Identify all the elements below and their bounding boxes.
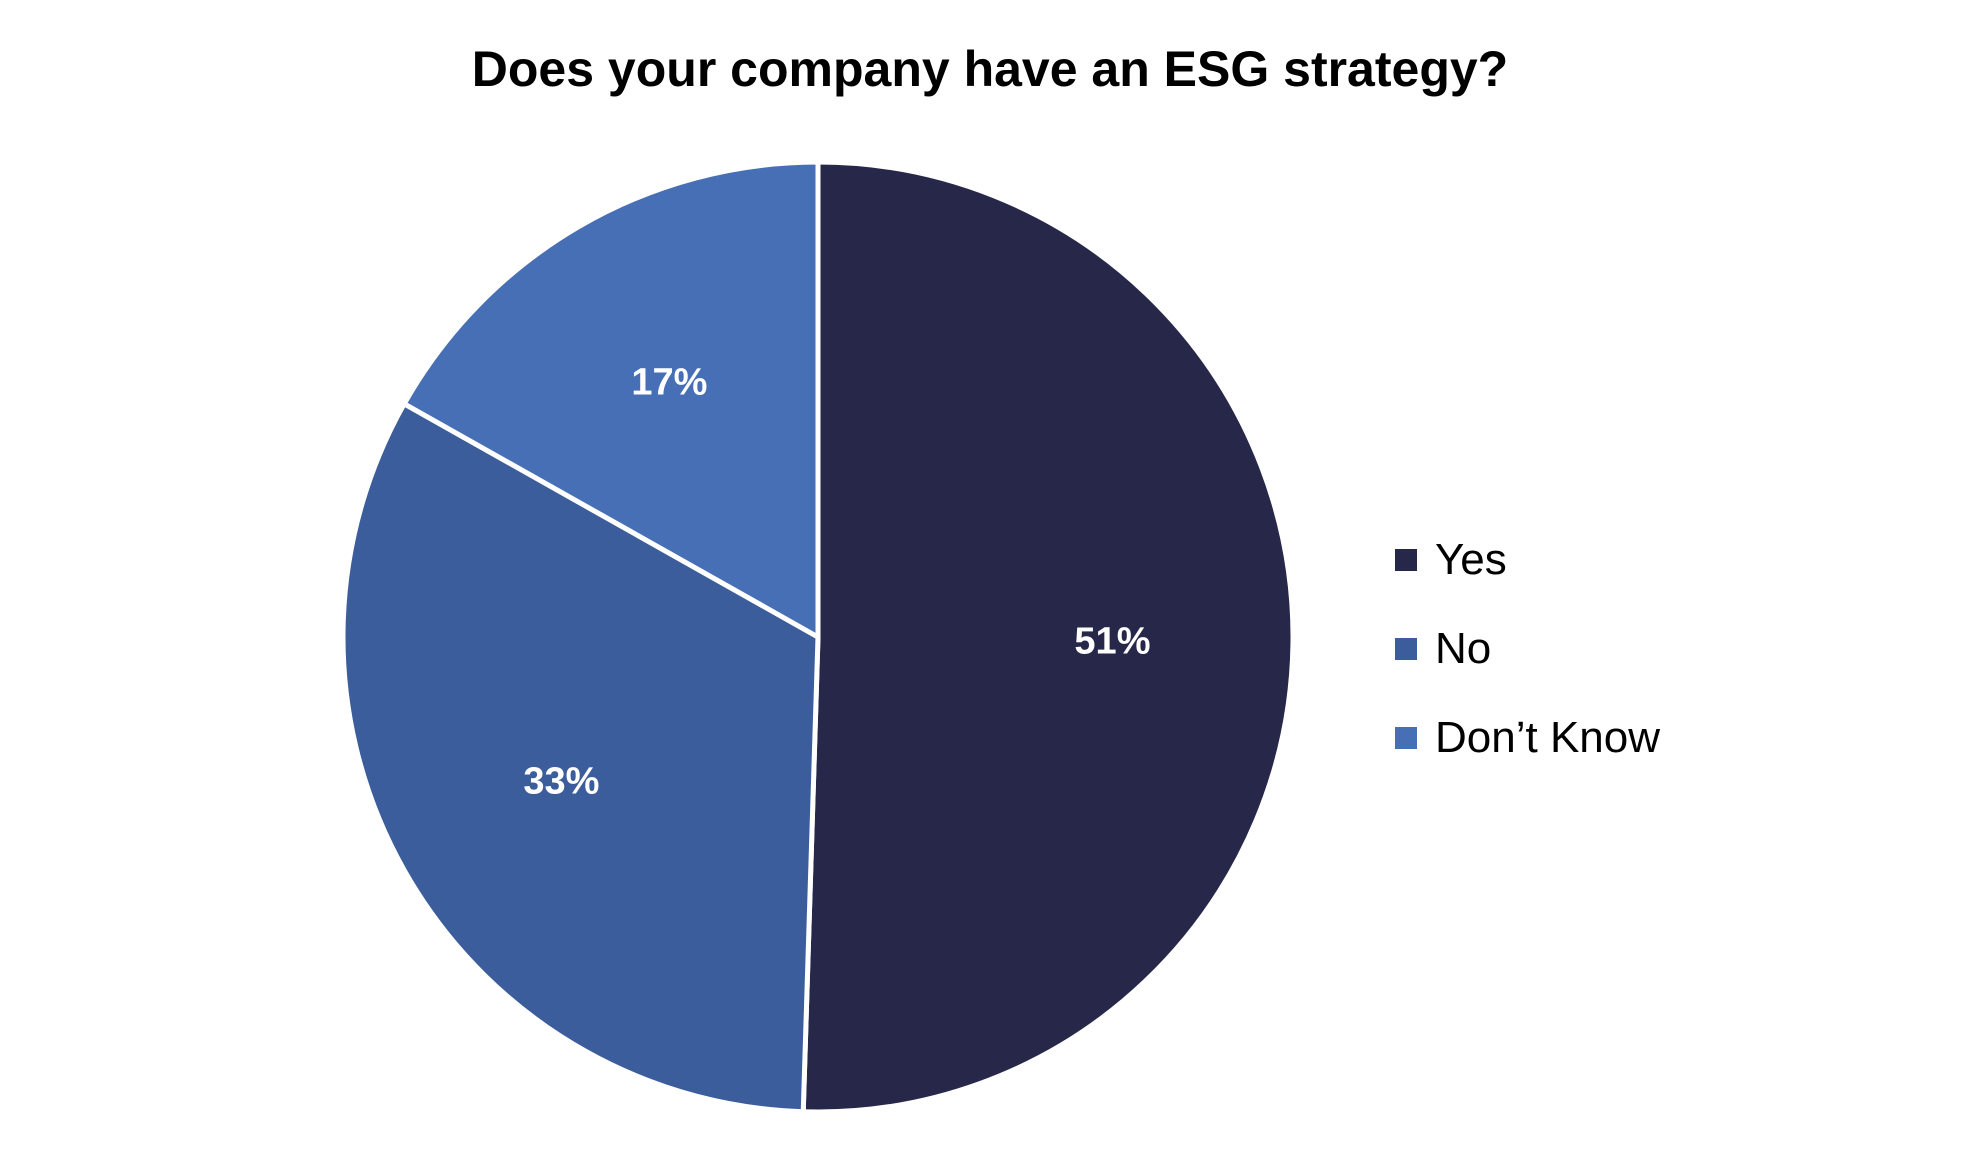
legend-item-yes: Yes [1395,515,1660,604]
data-label-dont-know: 17% [631,362,707,404]
legend-item-no: No [1395,604,1660,693]
legend-label-yes: Yes [1435,534,1507,584]
pie-slice-yes [800,159,1296,1115]
legend-swatch-yes [1395,548,1417,571]
legend-label-dont-know: Don’t Know [1435,712,1661,762]
legend: Yes No Don’t Know [1395,515,1660,782]
legend-swatch-no [1395,637,1417,660]
legend-item-dont-know: Don’t Know [1395,693,1660,782]
legend-swatch-dont-know [1395,726,1417,749]
chart-title: Does your company have an ESG strategy? [471,41,1509,97]
data-label-yes: 51% [1074,621,1150,663]
data-label-no: 33% [523,761,599,803]
legend-label-no: No [1435,623,1492,673]
pie-slice-dont-know [401,159,821,640]
pie-slice-no [340,401,821,1115]
